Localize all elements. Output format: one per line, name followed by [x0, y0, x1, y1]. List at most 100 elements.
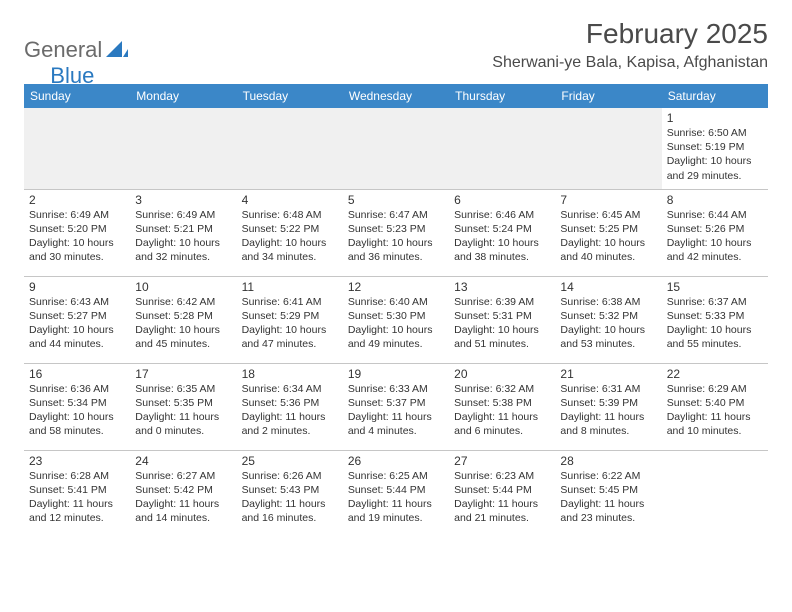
weekday-header-row: Sunday Monday Tuesday Wednesday Thursday… — [24, 84, 768, 108]
day-daylight2: and 0 minutes. — [135, 424, 231, 438]
day-sunset: Sunset: 5:33 PM — [667, 309, 763, 323]
day-sunrise: Sunrise: 6:48 AM — [242, 208, 338, 222]
calendar-day: 26Sunrise: 6:25 AMSunset: 5:44 PMDayligh… — [343, 451, 449, 537]
calendar-day: 12Sunrise: 6:40 AMSunset: 5:30 PMDayligh… — [343, 277, 449, 363]
day-daylight2: and 44 minutes. — [29, 337, 125, 351]
calendar-week: 16Sunrise: 6:36 AMSunset: 5:34 PMDayligh… — [24, 363, 768, 450]
day-sunrise: Sunrise: 6:39 AM — [454, 295, 550, 309]
day-number: 26 — [348, 454, 444, 468]
day-sunset: Sunset: 5:20 PM — [29, 222, 125, 236]
day-daylight1: Daylight: 11 hours — [348, 497, 444, 511]
day-sunset: Sunset: 5:23 PM — [348, 222, 444, 236]
day-sunrise: Sunrise: 6:33 AM — [348, 382, 444, 396]
calendar-week: 2Sunrise: 6:49 AMSunset: 5:20 PMDaylight… — [24, 189, 768, 276]
day-daylight2: and 10 minutes. — [667, 424, 763, 438]
day-sunrise: Sunrise: 6:28 AM — [29, 469, 125, 483]
calendar-empty-cell — [343, 108, 449, 189]
day-daylight1: Daylight: 11 hours — [242, 497, 338, 511]
weekday-saturday: Saturday — [662, 84, 768, 108]
day-daylight2: and 34 minutes. — [242, 250, 338, 264]
day-sunrise: Sunrise: 6:27 AM — [135, 469, 231, 483]
day-sunrise: Sunrise: 6:44 AM — [667, 208, 763, 222]
day-sunrise: Sunrise: 6:26 AM — [242, 469, 338, 483]
day-number: 18 — [242, 367, 338, 381]
day-daylight2: and 45 minutes. — [135, 337, 231, 351]
day-number: 12 — [348, 280, 444, 294]
day-sunrise: Sunrise: 6:42 AM — [135, 295, 231, 309]
logo-sail-icon — [106, 39, 128, 62]
day-daylight2: and 49 minutes. — [348, 337, 444, 351]
calendar-day: 3Sunrise: 6:49 AMSunset: 5:21 PMDaylight… — [130, 190, 236, 276]
day-sunrise: Sunrise: 6:29 AM — [667, 382, 763, 396]
calendar-day: 19Sunrise: 6:33 AMSunset: 5:37 PMDayligh… — [343, 364, 449, 450]
day-sunrise: Sunrise: 6:32 AM — [454, 382, 550, 396]
logo: General Blue — [24, 18, 94, 76]
day-number: 13 — [454, 280, 550, 294]
day-number: 6 — [454, 193, 550, 207]
day-daylight1: Daylight: 10 hours — [454, 323, 550, 337]
day-sunset: Sunset: 5:19 PM — [667, 140, 763, 154]
day-daylight1: Daylight: 11 hours — [454, 497, 550, 511]
day-daylight2: and 4 minutes. — [348, 424, 444, 438]
weekday-monday: Monday — [130, 84, 236, 108]
day-daylight1: Daylight: 11 hours — [667, 410, 763, 424]
day-sunset: Sunset: 5:22 PM — [242, 222, 338, 236]
day-sunrise: Sunrise: 6:49 AM — [29, 208, 125, 222]
day-sunset: Sunset: 5:40 PM — [667, 396, 763, 410]
day-daylight1: Daylight: 11 hours — [454, 410, 550, 424]
day-sunset: Sunset: 5:43 PM — [242, 483, 338, 497]
day-sunrise: Sunrise: 6:49 AM — [135, 208, 231, 222]
day-daylight2: and 55 minutes. — [667, 337, 763, 351]
calendar-grid: 1Sunrise: 6:50 AMSunset: 5:19 PMDaylight… — [24, 108, 768, 537]
page-header: General Blue February 2025 Sherwani-ye B… — [24, 18, 768, 76]
day-sunset: Sunset: 5:41 PM — [29, 483, 125, 497]
day-sunrise: Sunrise: 6:37 AM — [667, 295, 763, 309]
day-sunrise: Sunrise: 6:47 AM — [348, 208, 444, 222]
day-sunrise: Sunrise: 6:25 AM — [348, 469, 444, 483]
day-number: 14 — [560, 280, 656, 294]
day-sunset: Sunset: 5:30 PM — [348, 309, 444, 323]
day-number: 8 — [667, 193, 763, 207]
calendar-day: 5Sunrise: 6:47 AMSunset: 5:23 PMDaylight… — [343, 190, 449, 276]
day-number: 11 — [242, 280, 338, 294]
calendar-day: 28Sunrise: 6:22 AMSunset: 5:45 PMDayligh… — [555, 451, 661, 537]
day-sunrise: Sunrise: 6:22 AM — [560, 469, 656, 483]
day-sunset: Sunset: 5:25 PM — [560, 222, 656, 236]
weekday-tuesday: Tuesday — [237, 84, 343, 108]
day-sunrise: Sunrise: 6:31 AM — [560, 382, 656, 396]
calendar-day: 25Sunrise: 6:26 AMSunset: 5:43 PMDayligh… — [237, 451, 343, 537]
calendar-day: 16Sunrise: 6:36 AMSunset: 5:34 PMDayligh… — [24, 364, 130, 450]
calendar-week: 9Sunrise: 6:43 AMSunset: 5:27 PMDaylight… — [24, 276, 768, 363]
day-daylight1: Daylight: 11 hours — [135, 497, 231, 511]
day-sunrise: Sunrise: 6:40 AM — [348, 295, 444, 309]
day-sunrise: Sunrise: 6:38 AM — [560, 295, 656, 309]
calendar-day: 6Sunrise: 6:46 AMSunset: 5:24 PMDaylight… — [449, 190, 555, 276]
day-sunset: Sunset: 5:36 PM — [242, 396, 338, 410]
day-sunset: Sunset: 5:24 PM — [454, 222, 550, 236]
day-number: 9 — [29, 280, 125, 294]
day-daylight2: and 6 minutes. — [454, 424, 550, 438]
calendar-day: 23Sunrise: 6:28 AMSunset: 5:41 PMDayligh… — [24, 451, 130, 537]
day-sunrise: Sunrise: 6:45 AM — [560, 208, 656, 222]
day-daylight2: and 58 minutes. — [29, 424, 125, 438]
day-daylight2: and 8 minutes. — [560, 424, 656, 438]
day-daylight1: Daylight: 11 hours — [29, 497, 125, 511]
calendar-day: 20Sunrise: 6:32 AMSunset: 5:38 PMDayligh… — [449, 364, 555, 450]
calendar-day: 11Sunrise: 6:41 AMSunset: 5:29 PMDayligh… — [237, 277, 343, 363]
day-daylight1: Daylight: 10 hours — [454, 236, 550, 250]
calendar-day: 13Sunrise: 6:39 AMSunset: 5:31 PMDayligh… — [449, 277, 555, 363]
day-daylight2: and 29 minutes. — [667, 169, 763, 183]
day-daylight1: Daylight: 10 hours — [667, 323, 763, 337]
calendar-day: 15Sunrise: 6:37 AMSunset: 5:33 PMDayligh… — [662, 277, 768, 363]
location-subtitle: Sherwani-ye Bala, Kapisa, Afghanistan — [492, 54, 768, 72]
day-daylight1: Daylight: 10 hours — [29, 236, 125, 250]
day-sunset: Sunset: 5:42 PM — [135, 483, 231, 497]
day-daylight1: Daylight: 10 hours — [242, 323, 338, 337]
day-sunset: Sunset: 5:44 PM — [454, 483, 550, 497]
day-number: 20 — [454, 367, 550, 381]
day-daylight2: and 51 minutes. — [454, 337, 550, 351]
day-sunrise: Sunrise: 6:50 AM — [667, 126, 763, 140]
day-daylight1: Daylight: 10 hours — [348, 323, 444, 337]
day-daylight1: Daylight: 10 hours — [135, 236, 231, 250]
day-daylight1: Daylight: 10 hours — [29, 410, 125, 424]
